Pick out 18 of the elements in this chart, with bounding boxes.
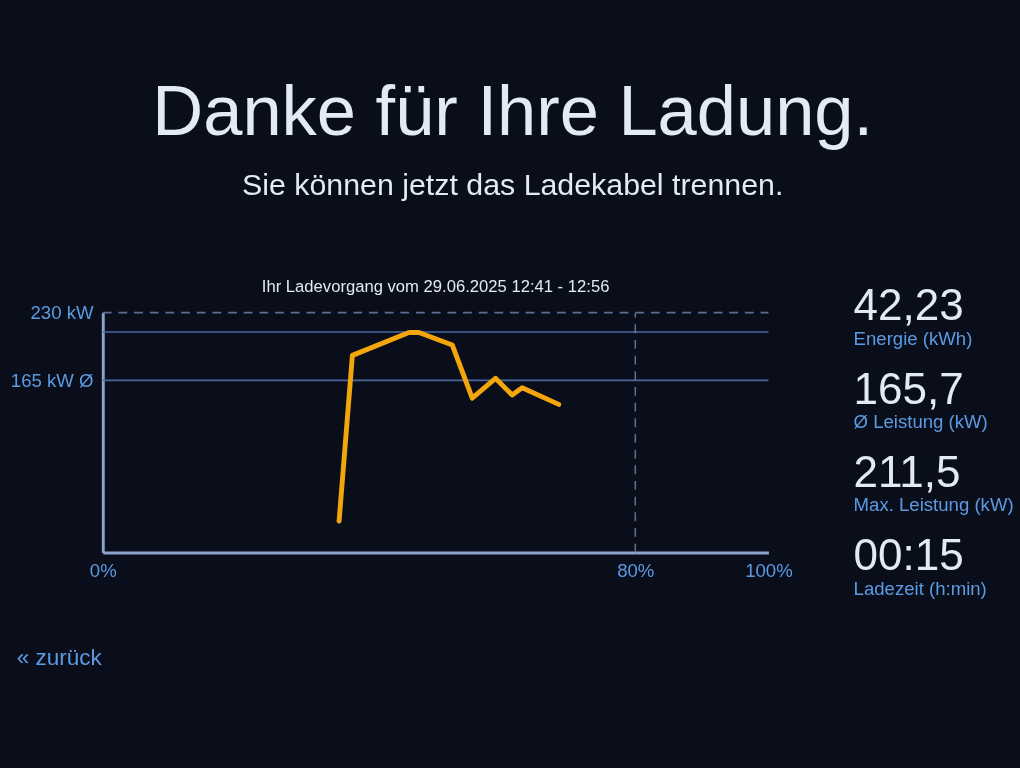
text: 42,23 — [853, 280, 964, 330]
x-tick-label: 0% — [89, 560, 117, 582]
line-series — [336, 329, 562, 524]
text: Energie (kWh) — [853, 327, 973, 349]
text: 00:15 — [853, 530, 964, 580]
text: Ihr Ladevorgang vom 29.06.2025 12:41 - 12:56 — [261, 277, 610, 297]
text: Ladezeit (h:min) — [853, 577, 987, 599]
y-tick-label: 165 kW Ø — [10, 369, 94, 391]
chart-subtitle: Sie können jetzt das Ladekabel trennen. — [242, 168, 784, 202]
text: 211,5 — [853, 446, 961, 496]
x-tick-label: 100% — [745, 560, 793, 582]
text: 165,7 — [853, 363, 964, 413]
text: « zurück — [16, 645, 103, 671]
y-tick-label: 230 kW — [30, 301, 94, 323]
chart-title: Danke für Ihre Ladung. — [152, 71, 874, 151]
text: Max. Leistung (kW) — [853, 494, 1014, 516]
x-tick-label: 80% — [617, 560, 655, 582]
text: Ø Leistung (kW) — [853, 411, 988, 433]
